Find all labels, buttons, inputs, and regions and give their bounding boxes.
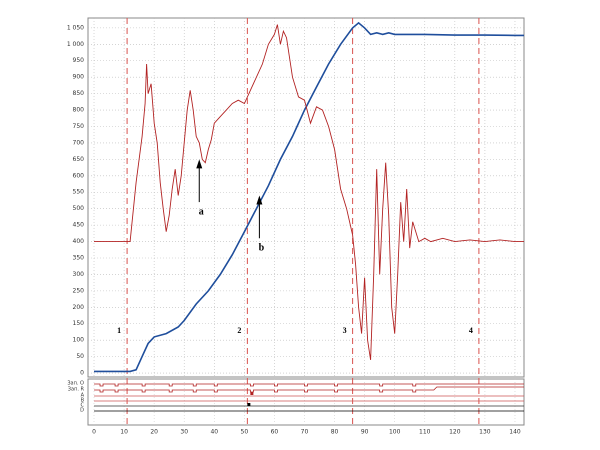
y-tick-label: 1 000 bbox=[67, 41, 84, 48]
y-tick-label: 500 bbox=[73, 205, 85, 212]
y-tick-label: 950 bbox=[73, 57, 85, 64]
annotation: b bbox=[259, 242, 265, 253]
y-tick-label: 300 bbox=[73, 271, 85, 278]
y-tick-label: 800 bbox=[73, 107, 85, 114]
event-label: 1 bbox=[117, 326, 121, 335]
event-label: 2 bbox=[237, 326, 241, 335]
x-tick-label: 30 bbox=[180, 429, 188, 436]
annotation: a bbox=[199, 206, 204, 217]
y-tick-label: 100 bbox=[73, 337, 85, 344]
x-tick-label: 130 bbox=[479, 429, 491, 436]
y-tick-label: 250 bbox=[73, 287, 85, 294]
signal-label: Зап. O bbox=[67, 381, 84, 387]
x-tick-label: 60 bbox=[271, 429, 279, 436]
y-tick-label: 50 bbox=[76, 353, 84, 360]
signal-trace bbox=[94, 383, 524, 387]
x-tick-label: 100 bbox=[389, 429, 401, 436]
event-label: 4 bbox=[469, 326, 473, 335]
y-tick-label: 450 bbox=[73, 222, 85, 229]
x-tick-label: 140 bbox=[509, 429, 521, 436]
y-tick-label: 900 bbox=[73, 74, 85, 81]
signal-label: A bbox=[81, 393, 85, 399]
signal-trace bbox=[94, 386, 524, 393]
x-tick-label: 70 bbox=[301, 429, 309, 436]
series-line bbox=[94, 21, 524, 373]
series-line bbox=[94, 24, 524, 360]
event-label: 3 bbox=[343, 326, 347, 335]
x-tick-label: 90 bbox=[361, 429, 369, 436]
y-tick-label: 700 bbox=[73, 139, 85, 146]
x-tick-label: 10 bbox=[120, 429, 128, 436]
arrow-head bbox=[196, 159, 203, 169]
y-tick-label: 350 bbox=[73, 254, 85, 261]
x-tick-label: 20 bbox=[150, 429, 158, 436]
plot-frame bbox=[87, 17, 525, 378]
signal-mark bbox=[250, 392, 254, 395]
x-tick-label: 0 bbox=[92, 429, 96, 436]
x-tick-label: 110 bbox=[419, 429, 431, 436]
signal-mark bbox=[247, 403, 251, 406]
y-tick-label: 400 bbox=[73, 238, 85, 245]
x-tick-label: 80 bbox=[331, 429, 339, 436]
x-tick-label: 120 bbox=[449, 429, 461, 436]
y-tick-label: 200 bbox=[73, 304, 85, 311]
y-tick-label: 0 bbox=[80, 370, 84, 377]
y-tick-label: 750 bbox=[73, 123, 85, 130]
y-tick-label: 550 bbox=[73, 189, 85, 196]
y-tick-label: 1 050 bbox=[67, 24, 84, 31]
signal-label: B bbox=[81, 398, 85, 404]
signal-label: D bbox=[80, 408, 84, 414]
x-tick-label: 50 bbox=[241, 429, 249, 436]
y-tick-label: 850 bbox=[73, 90, 85, 97]
arrow-head bbox=[256, 195, 263, 205]
signal-label: Зап. R bbox=[68, 387, 85, 393]
y-tick-label: 600 bbox=[73, 172, 85, 179]
y-tick-label: 650 bbox=[73, 156, 85, 163]
signal-label: C bbox=[81, 403, 85, 409]
x-tick-label: 40 bbox=[210, 429, 218, 436]
y-tick-label: 150 bbox=[73, 320, 85, 327]
